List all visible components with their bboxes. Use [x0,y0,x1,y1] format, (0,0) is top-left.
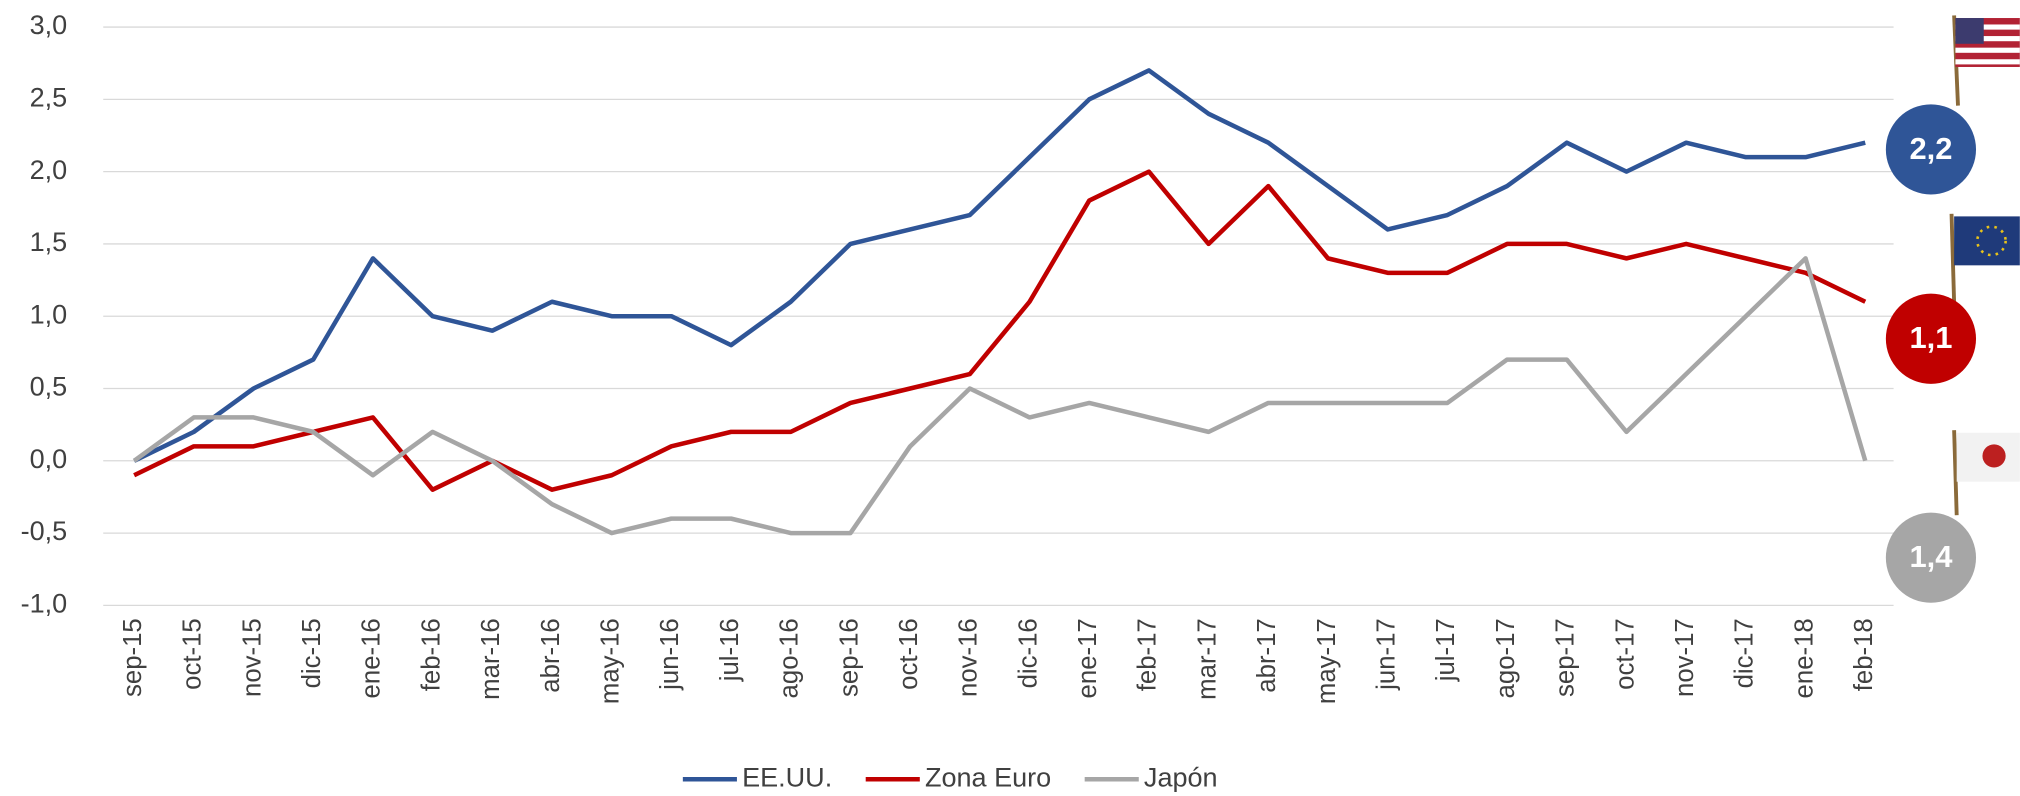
flag-jp [1952,430,2020,516]
x-tick-label: ene-17 [1074,618,1102,698]
x-tick-label: jun-16 [656,618,684,691]
x-tick-label: sep-16 [835,618,863,697]
series-line [132,256,1868,536]
x-tick-label: ago-16 [776,618,804,698]
x-tick-label: ago-17 [1492,618,1520,698]
y-tick-label: 0,5 [30,372,68,402]
y-tick-label: 2,0 [30,155,68,185]
legend-label: Zona Euro [925,762,1051,792]
flag-us [1952,15,2020,106]
y-tick-label: 1,0 [30,299,68,329]
x-tick-label: abr-16 [537,618,565,692]
x-tick-label: may-16 [597,618,625,704]
y-tick-label: -1,0 [21,589,68,619]
x-tick-label: sep-17 [1552,618,1580,697]
x-tick-label: dic-15 [298,618,326,688]
series-line [133,169,1867,492]
x-tick-label: jun-17 [1373,618,1401,691]
x-tick-label: abr-17 [1253,618,1281,692]
legend-label: EE.UU. [742,762,832,792]
x-tick-label: ene-18 [1790,618,1818,698]
x-tick-label: feb-17 [1134,618,1162,691]
x-tick-label: may-17 [1313,618,1341,704]
x-tick-label: sep-15 [119,618,147,697]
x-tick-label: oct-16 [895,618,923,690]
x-tick-label: dic-17 [1731,618,1759,688]
badge [1885,293,1977,384]
badge-label: 1,4 [1909,539,1953,574]
badge [1885,512,1977,603]
x-tick-label: mar-17 [1193,618,1221,700]
x-tick-label: feb-16 [417,618,445,691]
y-tick-label: 3,0 [30,10,68,40]
badge-label: 1,1 [1909,320,1952,355]
y-tick-label: 0,0 [30,444,68,474]
x-tick-label: feb-18 [1850,618,1878,691]
x-tick-label: oct-15 [179,618,207,690]
series-line [133,68,1866,463]
x-tick-label: mar-16 [477,618,505,700]
legend-label: Japón [1144,762,1218,792]
flag-eu [1949,213,2020,303]
y-tick-label: -0,5 [21,516,68,546]
x-tick-label: nov-15 [238,618,266,697]
x-tick-label: ene-16 [358,618,386,698]
x-tick-label: nov-16 [955,618,983,697]
badge-label: 2,2 [1909,131,1952,166]
x-tick-label: jul-17 [1432,618,1460,682]
x-tick-label: nov-17 [1671,618,1699,697]
badge [1885,104,1977,195]
x-tick-label: oct-17 [1611,618,1639,690]
x-tick-label: jul-16 [716,618,744,682]
y-tick-label: 2,5 [30,82,68,112]
y-tick-label: 1,5 [30,227,68,257]
x-tick-label: dic-16 [1014,618,1042,688]
